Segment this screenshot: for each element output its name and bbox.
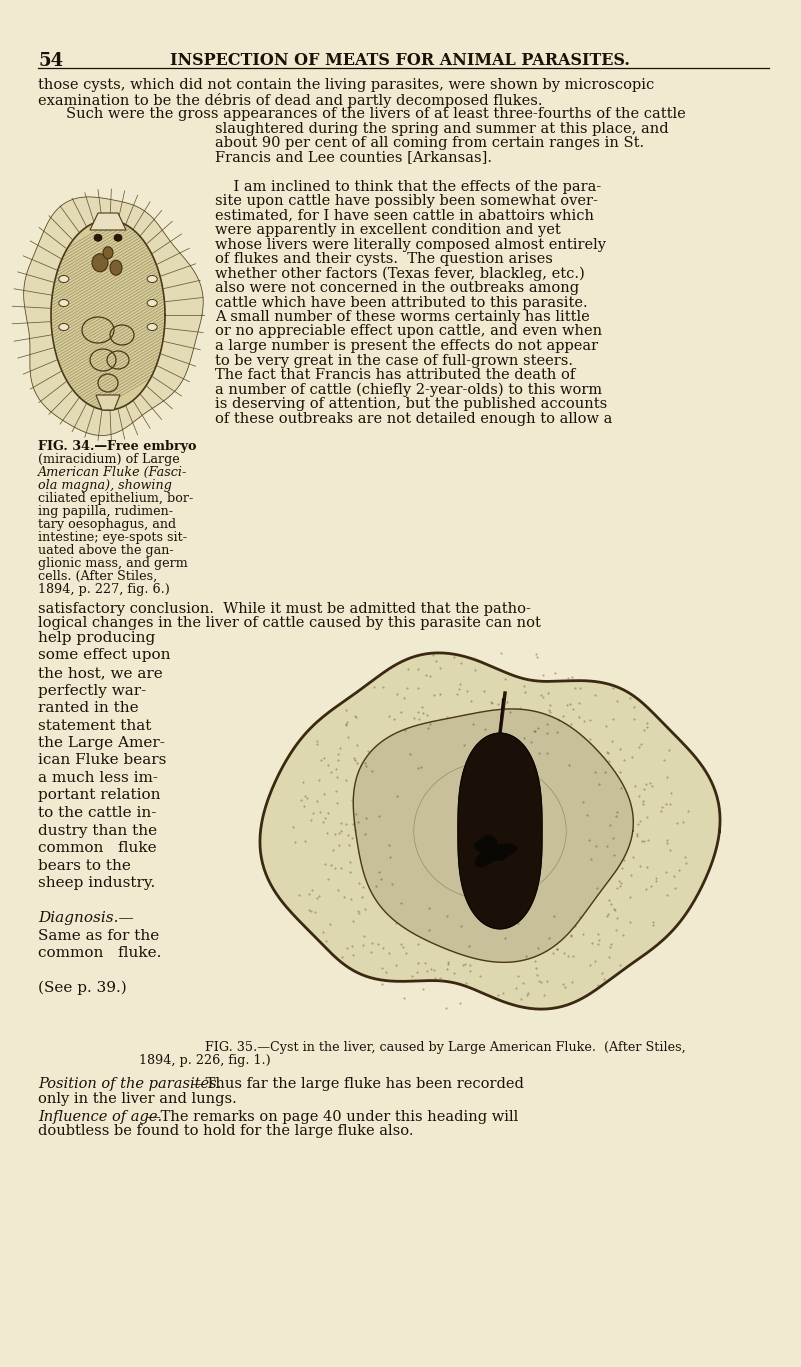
Text: INSPECTION OF MEATS FOR ANIMAL PARASITES.: INSPECTION OF MEATS FOR ANIMAL PARASITES… [170, 52, 630, 68]
Text: of these outbreaks are not detailed enough to allow a: of these outbreaks are not detailed enou… [215, 411, 613, 425]
Text: cattle which have been attributed to this parasite.: cattle which have been attributed to thi… [215, 295, 588, 309]
Text: common   fluke: common fluke [38, 841, 157, 854]
Text: FIG. 35.—Cyst in the liver, caused by Large American Fluke.  (After Stiles,: FIG. 35.—Cyst in the liver, caused by La… [205, 1042, 686, 1054]
Text: also were not concerned in the outbreaks among: also were not concerned in the outbreaks… [215, 282, 579, 295]
Polygon shape [24, 197, 203, 436]
Text: help producing: help producing [38, 632, 155, 645]
Text: dustry than the: dustry than the [38, 823, 157, 838]
Text: Diagnosis.—: Diagnosis.— [38, 910, 134, 925]
Ellipse shape [110, 260, 122, 275]
Polygon shape [353, 709, 634, 962]
Text: common   fluke.: common fluke. [38, 946, 161, 960]
Text: whose livers were literally composed almost entirely: whose livers were literally composed alm… [215, 238, 606, 252]
Text: FIG. 34.—Free embryo: FIG. 34.—Free embryo [38, 440, 196, 452]
Ellipse shape [94, 234, 102, 241]
Polygon shape [90, 213, 126, 230]
Polygon shape [96, 395, 120, 410]
Text: bears to the: bears to the [38, 858, 131, 872]
Polygon shape [458, 733, 542, 928]
Text: sheep industry.: sheep industry. [38, 876, 155, 890]
Text: to the cattle in-: to the cattle in- [38, 807, 156, 820]
Polygon shape [51, 220, 165, 410]
Text: A small number of these worms certainly has little: A small number of these worms certainly … [215, 310, 590, 324]
Text: statement that: statement that [38, 719, 151, 733]
Text: a large number is present the effects do not appear: a large number is present the effects do… [215, 339, 598, 353]
Text: (See p. 39.): (See p. 39.) [38, 982, 127, 995]
Text: whether other factors (Texas fever, blackleg, etc.): whether other factors (Texas fever, blac… [215, 267, 585, 280]
Text: a much less im-: a much less im- [38, 771, 158, 785]
Text: Same as for the: Same as for the [38, 928, 159, 942]
Text: intestine; eye-spots sit-: intestine; eye-spots sit- [38, 530, 187, 544]
Text: the host, we are: the host, we are [38, 666, 163, 679]
Text: Influence of age.: Influence of age. [38, 1110, 162, 1124]
Ellipse shape [114, 234, 122, 241]
Text: 1894, p. 226, fig. 1.): 1894, p. 226, fig. 1.) [139, 1054, 271, 1068]
Text: estimated, for I have seen cattle in abattoirs which: estimated, for I have seen cattle in aba… [215, 209, 594, 223]
Ellipse shape [147, 276, 157, 283]
Text: —The remarks on page 40 under this heading will: —The remarks on page 40 under this headi… [146, 1110, 518, 1124]
Polygon shape [474, 835, 516, 867]
Text: slaughtered during the spring and summer at this place, and: slaughtered during the spring and summer… [215, 122, 669, 135]
Text: Such were the gross appearances of the livers of at least three-fourths of the c: Such were the gross appearances of the l… [66, 107, 686, 122]
Ellipse shape [92, 254, 108, 272]
Text: ican Fluke bears: ican Fluke bears [38, 753, 167, 767]
Text: is deserving of attention, but the published accounts: is deserving of attention, but the publi… [215, 396, 607, 411]
Text: ranted in the: ranted in the [38, 701, 139, 715]
Text: those cysts, which did not contain the living parasites, were shown by microscop: those cysts, which did not contain the l… [38, 78, 654, 92]
Text: to be very great in the case of full-grown steers.: to be very great in the case of full-gro… [215, 354, 573, 368]
Ellipse shape [103, 247, 113, 258]
Text: ciliated epithelium, bor-: ciliated epithelium, bor- [38, 492, 193, 504]
Text: doubtless be found to hold for the large fluke also.: doubtless be found to hold for the large… [38, 1125, 413, 1139]
Text: ola magna), showing: ola magna), showing [38, 478, 172, 492]
Ellipse shape [58, 299, 69, 306]
Text: or no appreciable effect upon cattle, and even when: or no appreciable effect upon cattle, an… [215, 324, 602, 339]
Text: site upon cattle have possibly been somewhat over-: site upon cattle have possibly been some… [215, 194, 598, 208]
Ellipse shape [58, 324, 69, 331]
Text: —Thus far the large fluke has been recorded: —Thus far the large fluke has been recor… [191, 1077, 524, 1091]
Text: perfectly war-: perfectly war- [38, 684, 147, 697]
Text: tary oesophagus, and: tary oesophagus, and [38, 518, 176, 530]
Text: logical changes in the liver of cattle caused by this parasite can not: logical changes in the liver of cattle c… [38, 617, 541, 630]
Text: a number of cattle (chiefly 2-year-olds) to this worm: a number of cattle (chiefly 2-year-olds)… [215, 383, 602, 396]
Polygon shape [260, 653, 720, 1009]
Text: satisfactory conclusion.  While it must be admitted that the patho-: satisfactory conclusion. While it must b… [38, 601, 531, 617]
Ellipse shape [58, 276, 69, 283]
Text: were apparently in excellent condition and yet: were apparently in excellent condition a… [215, 223, 561, 236]
Text: The fact that Francis has attributed the death of: The fact that Francis has attributed the… [215, 368, 575, 381]
Text: uated above the gan-: uated above the gan- [38, 544, 174, 556]
Text: American Fluke (Fasci-: American Fluke (Fasci- [38, 466, 187, 478]
Text: 1894, p. 227, fig. 6.): 1894, p. 227, fig. 6.) [38, 582, 170, 596]
Text: (miracidium) of Large: (miracidium) of Large [38, 452, 179, 466]
Text: cells. (After Stiles,: cells. (After Stiles, [38, 570, 157, 582]
Ellipse shape [147, 324, 157, 331]
Text: ing papilla, rudimen-: ing papilla, rudimen- [38, 504, 173, 518]
Text: portant relation: portant relation [38, 789, 160, 802]
Text: I am inclined to think that the effects of the para-: I am inclined to think that the effects … [215, 179, 602, 194]
Text: only in the liver and lungs.: only in the liver and lungs. [38, 1091, 237, 1106]
Text: 54: 54 [38, 52, 63, 70]
Text: about 90 per cent of all coming from certain ranges in St.: about 90 per cent of all coming from cer… [215, 135, 644, 150]
Text: of flukes and their cysts.  The question arises: of flukes and their cysts. The question … [215, 252, 553, 267]
Text: glionic mass, and germ: glionic mass, and germ [38, 556, 187, 570]
Text: some effect upon: some effect upon [38, 648, 171, 663]
Text: Francis and Lee counties [Arkansas].: Francis and Lee counties [Arkansas]. [215, 150, 492, 164]
Text: examination to be the débris of dead and partly decomposed flukes.: examination to be the débris of dead and… [38, 93, 542, 108]
Text: Position of the parasites.: Position of the parasites. [38, 1077, 221, 1091]
Text: the Large Amer-: the Large Amer- [38, 735, 165, 750]
Ellipse shape [147, 299, 157, 306]
